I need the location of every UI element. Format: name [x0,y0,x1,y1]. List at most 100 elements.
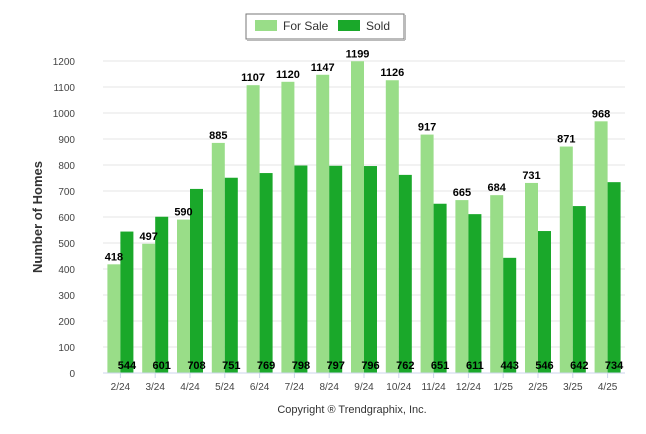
x-tick-label: 9/24 [354,382,374,393]
bar-sold[interactable] [155,216,169,373]
legend-swatch-sold [338,20,360,31]
y-tick-label: 1200 [53,57,76,68]
x-tick-label: 1/25 [493,382,513,393]
data-label-sold: 651 [431,360,449,372]
y-tick-label: 1000 [53,109,76,120]
bar-sold[interactable] [259,173,273,373]
bar-for-sale[interactable] [281,81,295,374]
bar-for-sale[interactable] [351,61,364,373]
bar-sold[interactable] [329,165,343,373]
data-label-for-sale: 684 [488,182,507,194]
y-tick-label: 1100 [53,83,75,94]
legend-label-for-sale[interactable]: For Sale [283,19,329,33]
bar-sold[interactable] [120,231,134,373]
legend-swatch-for-sale [255,20,277,31]
y-tick-label: 600 [58,213,75,224]
bar-for-sale[interactable] [420,134,434,373]
data-label-sold: 798 [292,360,310,372]
bar-for-sale[interactable] [490,195,504,373]
data-label-sold: 797 [327,360,345,372]
data-label-sold: 734 [605,360,624,372]
data-label-for-sale: 497 [140,231,158,243]
data-label-sold: 708 [187,360,205,372]
bar-sold[interactable] [468,214,482,373]
data-label-sold: 443 [501,360,519,372]
bars [107,61,621,374]
bar-for-sale[interactable] [559,146,573,373]
bar-sold[interactable] [398,174,412,373]
bar-for-sale[interactable] [211,142,225,373]
bar-sold[interactable] [503,257,517,373]
y-tick-label: 0 [69,369,75,380]
x-tick-label: 10/24 [386,382,411,393]
x-tick-label: 8/24 [319,382,339,393]
data-label-for-sale: 1147 [311,62,335,74]
bar-for-sale[interactable] [455,200,469,373]
bar-sold[interactable] [572,206,586,373]
data-label-sold: 611 [466,360,484,372]
y-tick-label: 900 [58,135,75,146]
x-tick-label: 11/24 [421,382,446,393]
x-tick-label: 5/24 [215,382,235,393]
data-label-for-sale: 590 [174,207,192,219]
bar-for-sale[interactable] [385,80,399,374]
x-tick-label: 2/25 [528,382,548,393]
legend[interactable]: For Sale Sold [245,13,406,41]
data-label-for-sale: 665 [453,187,471,199]
bar-for-sale[interactable] [142,243,156,373]
data-label-for-sale: 968 [592,108,610,120]
data-label-for-sale: 871 [557,134,575,146]
data-label-sold: 769 [257,360,275,372]
bar-for-sale[interactable] [525,182,538,373]
data-labels: 418 544 497 601 590 708 885 751 1107 769 1120 798 11… [105,48,624,372]
data-label-for-sale: 917 [418,122,436,134]
data-label-for-sale: 1120 [276,69,300,81]
data-label-sold: 544 [118,360,137,372]
data-label-sold: 601 [153,360,171,372]
y-tick-label: 100 [58,343,75,354]
bar-for-sale[interactable] [107,264,121,373]
bar-for-sale[interactable] [316,74,330,373]
data-label-for-sale: 1199 [346,48,370,60]
data-label-for-sale: 731 [522,170,540,182]
legend-label-sold[interactable]: Sold [366,19,390,33]
x-axis-ticks: 2/24 3/24 4/24 5/24 6/24 7/24 8/24 9/24 10/24 11/… [111,373,618,393]
data-label-sold: 796 [361,360,379,372]
y-tick-label: 200 [58,317,75,328]
bar-sold[interactable] [607,182,621,373]
y-tick-label: 300 [58,291,75,302]
bar-sold[interactable] [364,166,377,373]
bar-for-sale[interactable] [246,85,260,374]
y-tick-label: 400 [58,265,75,276]
bar-for-sale[interactable] [177,219,190,373]
bar-for-sale[interactable] [594,121,608,373]
data-label-for-sale: 1126 [380,67,404,79]
bar-sold[interactable] [538,231,551,373]
x-tick-label: 12/24 [456,382,481,393]
x-tick-label: 4/25 [598,382,618,393]
data-label-sold: 762 [396,360,414,372]
y-tick-label: 700 [58,187,75,198]
bar-sold[interactable] [294,165,308,373]
x-tick-label: 4/24 [180,382,200,393]
data-label-for-sale: 418 [105,251,123,263]
bar-sold[interactable] [190,188,203,373]
data-label-for-sale: 1107 [241,72,265,84]
bar-sold[interactable] [224,177,238,373]
x-tick-label: 3/25 [563,382,583,393]
y-tick-label: 800 [58,161,75,172]
data-label-for-sale: 885 [209,130,227,142]
y-axis-label: Number of Homes [30,161,45,273]
copyright-footer: Copyright ® Trendgraphix, Inc. [277,404,426,416]
x-tick-label: 6/24 [250,382,270,393]
x-tick-label: 7/24 [285,382,305,393]
x-tick-label: 2/24 [111,382,131,393]
data-label-sold: 546 [535,360,553,372]
y-axis-ticks: 0 100 200 300 400 500 600 700 800 900 1000 1100 1200 [53,57,76,380]
x-tick-label: 3/24 [145,382,165,393]
bar-sold[interactable] [433,203,447,373]
data-label-sold: 751 [222,360,240,372]
y-tick-label: 500 [58,239,75,250]
data-label-sold: 642 [570,360,588,372]
